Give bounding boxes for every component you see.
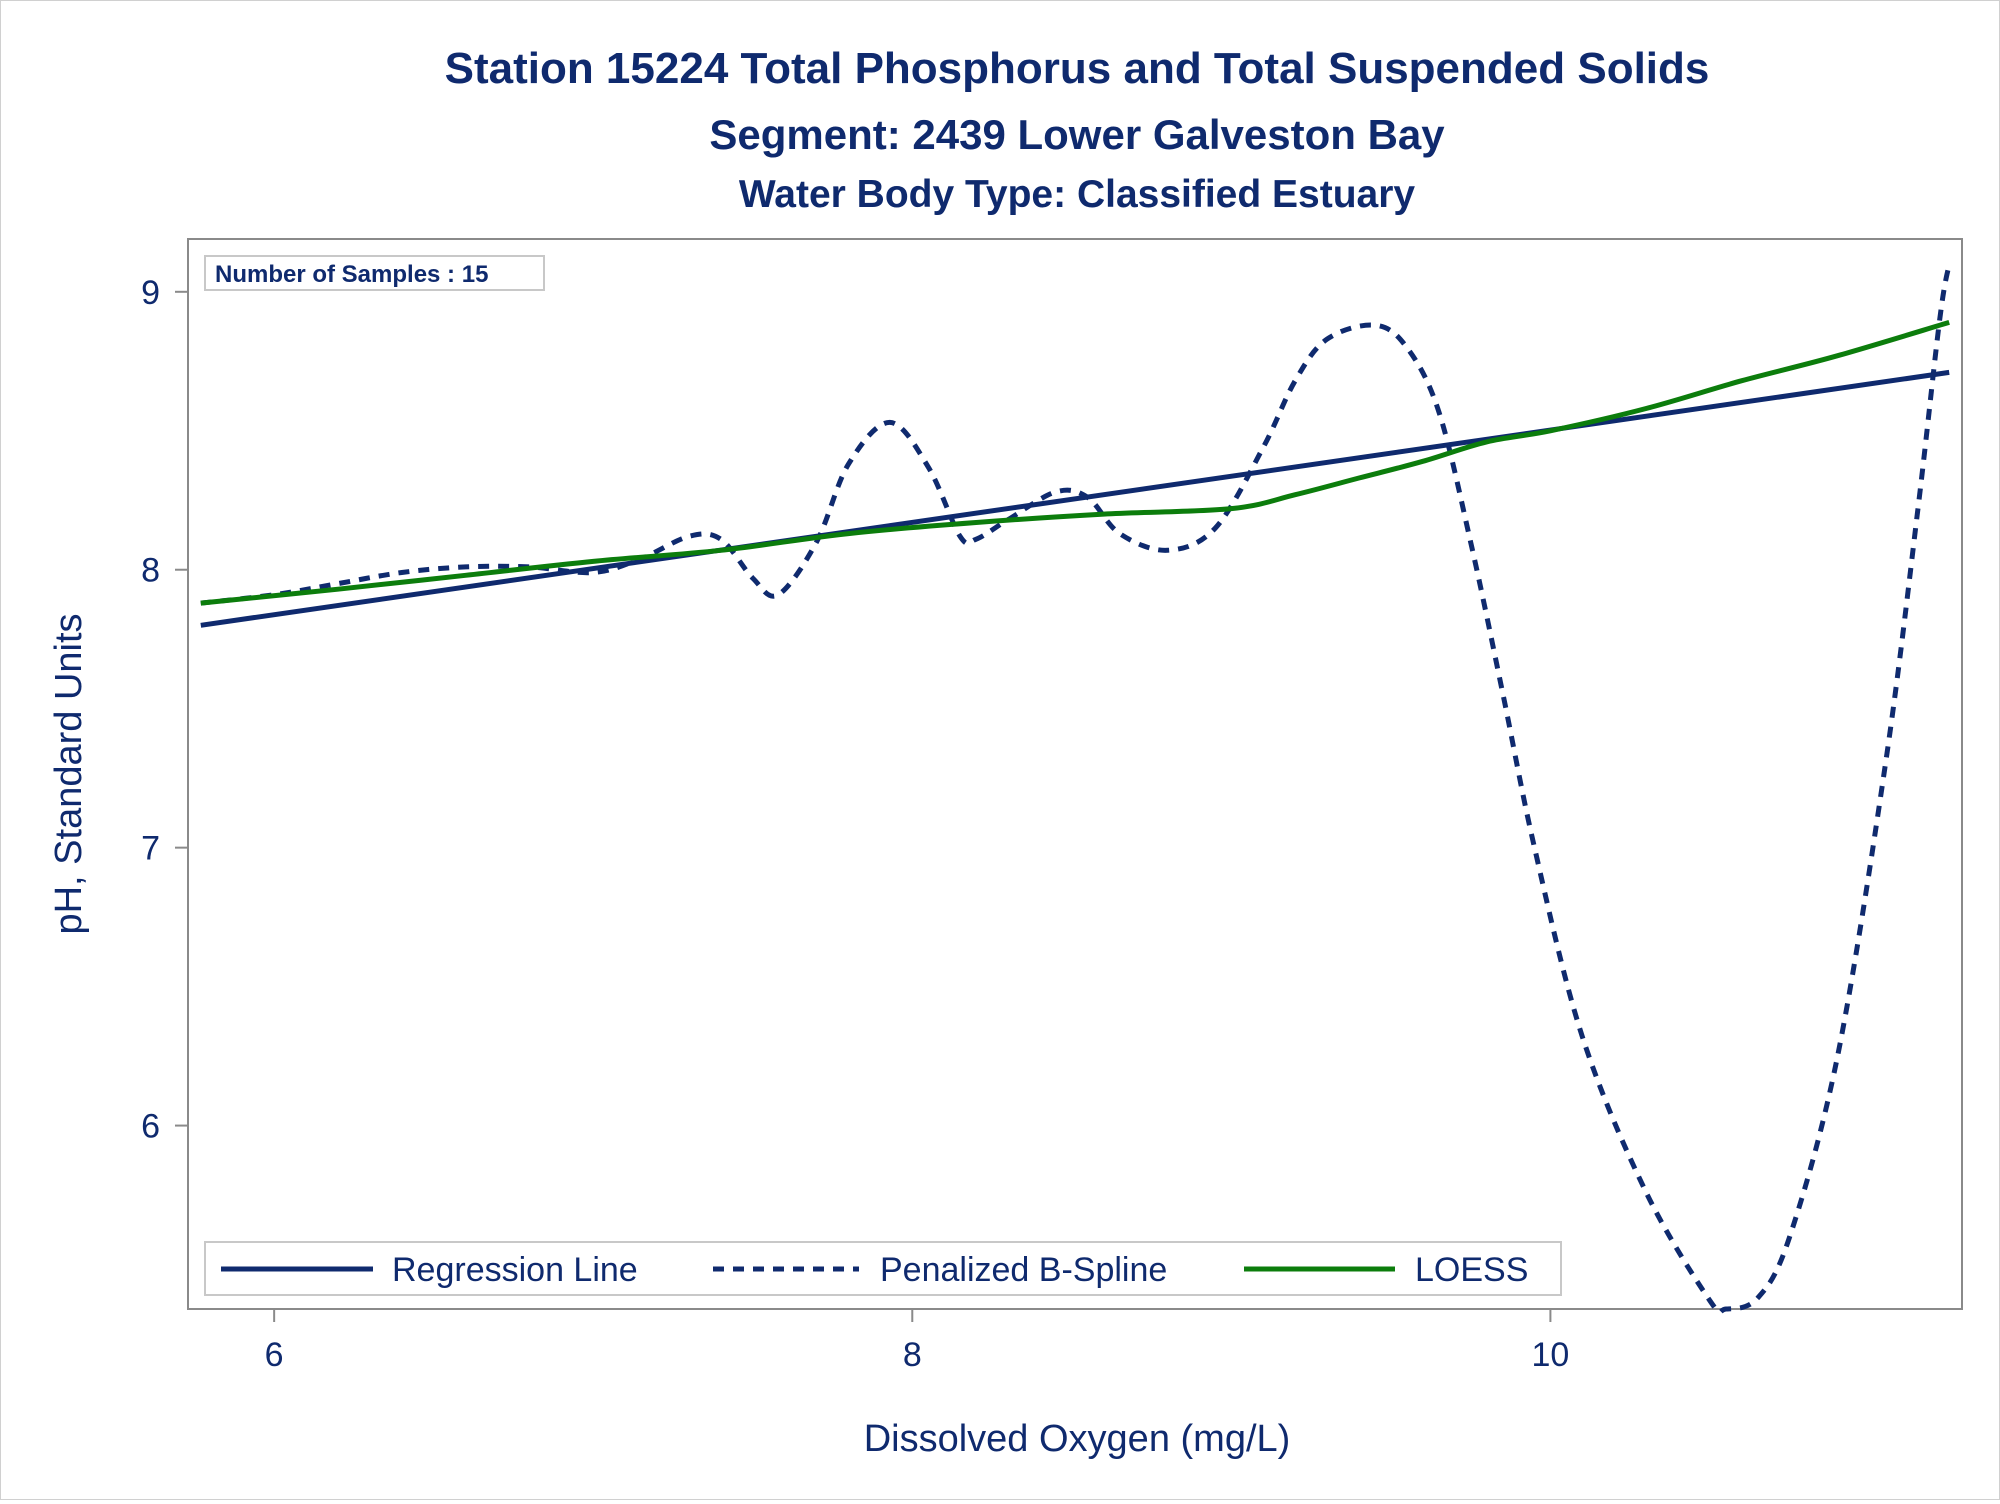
y-tick-label: 9 [141,274,160,312]
legend-label-loess: LOESS [1415,1251,1528,1289]
series-line-loess [200,320,1950,606]
y-tick-label: 8 [141,552,160,590]
legend-label-regression-line: Regression Line [392,1251,638,1289]
y-tick-label: 7 [141,830,160,868]
series-line-regression-line [200,369,1950,628]
series-line-penalized-b-spline [200,263,1952,1315]
x-tick-label: 8 [903,1336,922,1374]
chart-subtitle: Segment: 2439 Lower Galveston Bay [709,111,1445,158]
chart-title: Station 15224 Total Phosphorus and Total… [445,44,1710,93]
annotation-box: Number of Samples : 15 [204,255,545,291]
axes: 6 8 10 6 7 8 9 [141,274,1569,1374]
y-axis-label: pH, Standard Units [48,613,90,934]
plot-area-border [187,238,1963,1310]
y-tick-label: 6 [141,1108,160,1146]
chart-subtitle-water-body: Water Body Type: Classified Estuary [739,173,1415,216]
x-tick-label: 10 [1531,1336,1569,1374]
legend: Regression Line Penalized B-Spline LOESS [204,1241,1562,1296]
series-curves [200,263,1952,1315]
legend-label-penalized-b-spline: Penalized B-Spline [880,1251,1167,1289]
sample-count-label: Number of Samples : 15 [215,261,488,288]
x-axis-label: Dissolved Oxygen (mg/L) [864,1418,1291,1460]
x-tick-label: 6 [265,1336,284,1374]
